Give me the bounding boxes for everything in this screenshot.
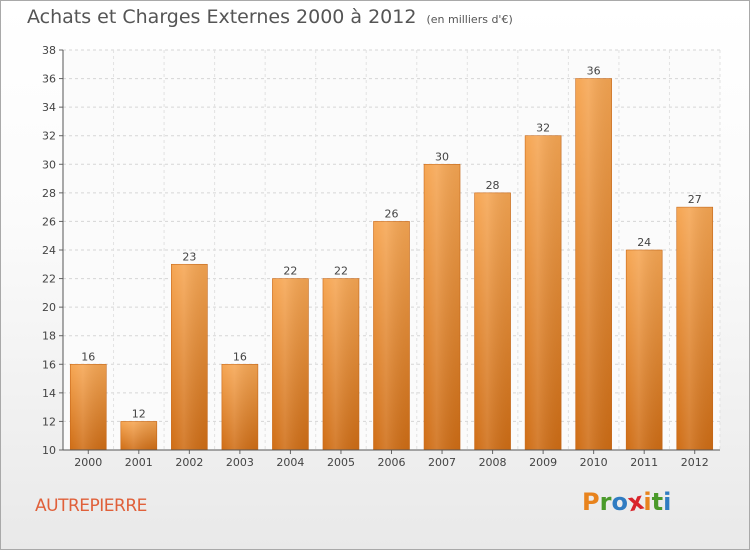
chart-title-text: Achats et Charges Externes 2000 à 2012 xyxy=(27,6,417,28)
y-tick-label: 26 xyxy=(42,215,56,228)
data-label: 22 xyxy=(334,265,348,278)
x-tick-label: 2008 xyxy=(479,456,507,469)
logo-letter: t xyxy=(651,488,664,516)
y-tick-label: 24 xyxy=(42,244,56,257)
x-tick-label: 2007 xyxy=(428,456,456,469)
x-tick-label: 2002 xyxy=(175,456,203,469)
y-tick-label: 38 xyxy=(42,44,56,57)
y-tick-label: 32 xyxy=(42,130,56,143)
proxiti-logo: Proxiti xyxy=(582,487,672,518)
bar-highlight xyxy=(373,221,410,450)
chart-subtitle: (en milliers d'€) xyxy=(426,13,513,26)
data-label: 28 xyxy=(486,179,500,192)
data-label: 24 xyxy=(637,236,651,249)
data-label: 16 xyxy=(233,350,247,363)
logo-letter: r xyxy=(599,488,612,516)
y-tick-label: 14 xyxy=(42,387,56,400)
x-tick-label: 2005 xyxy=(327,456,355,469)
data-label: 32 xyxy=(536,122,550,135)
y-tick-label: 22 xyxy=(42,273,56,286)
y-tick-label: 10 xyxy=(42,444,56,457)
x-tick-label: 2006 xyxy=(378,456,406,469)
data-label: 26 xyxy=(385,207,399,220)
y-tick-label: 12 xyxy=(42,415,56,428)
x-tick-label: 2003 xyxy=(226,456,254,469)
x-tick-label: 2012 xyxy=(681,456,709,469)
data-label: 22 xyxy=(283,265,297,278)
x-tick-label: 2000 xyxy=(74,456,102,469)
y-tick-label: 30 xyxy=(42,158,56,171)
bar-highlight xyxy=(575,78,612,451)
x-tick-label: 2009 xyxy=(529,456,557,469)
bars: 16 12 23 16 22 22 26 30 28 32 36 24 27 xyxy=(69,65,714,451)
commune-name: AUTREPIERRE xyxy=(35,496,147,516)
x-tick-label: 2001 xyxy=(125,456,153,469)
bar-highlight xyxy=(626,250,663,450)
chart-title: Achats et Charges Externes 2000 à 2012 (e… xyxy=(27,6,513,28)
bar-highlight xyxy=(322,278,359,450)
y-tick-label: 28 xyxy=(42,187,56,200)
y-tick-label: 34 xyxy=(42,101,56,114)
y-tick-label: 36 xyxy=(42,73,56,86)
data-label: 36 xyxy=(587,65,601,78)
x-tick-label: 2011 xyxy=(630,456,658,469)
data-label: 16 xyxy=(81,350,95,363)
logo-letter: P xyxy=(582,488,600,516)
x-tick-label: 2004 xyxy=(276,456,304,469)
logo-letter: i xyxy=(643,488,652,516)
bar-highlight xyxy=(424,164,461,451)
bar-highlight xyxy=(474,192,511,450)
bar-highlight xyxy=(171,264,208,450)
y-tick-label: 16 xyxy=(42,358,56,371)
y-tick-label: 18 xyxy=(42,330,56,343)
data-label: 23 xyxy=(182,250,196,263)
bar-highlight xyxy=(676,207,713,450)
x-tick-label: 2010 xyxy=(580,456,608,469)
bar-highlight xyxy=(221,364,258,450)
logo-letter: i xyxy=(663,488,672,516)
logo-letter: o xyxy=(611,488,628,516)
data-label: 30 xyxy=(435,150,449,163)
y-tick-label: 20 xyxy=(42,301,56,314)
bar-highlight xyxy=(525,135,562,450)
bar-highlight xyxy=(272,278,309,450)
bar-highlight xyxy=(70,364,107,450)
bar-highlight xyxy=(120,421,157,450)
data-label: 27 xyxy=(688,193,702,206)
data-label: 12 xyxy=(132,407,146,420)
axes: 10 12 14 16 18 20 22 24 26 28 30 32 34 36 38 2000 2001 20… xyxy=(42,44,720,469)
